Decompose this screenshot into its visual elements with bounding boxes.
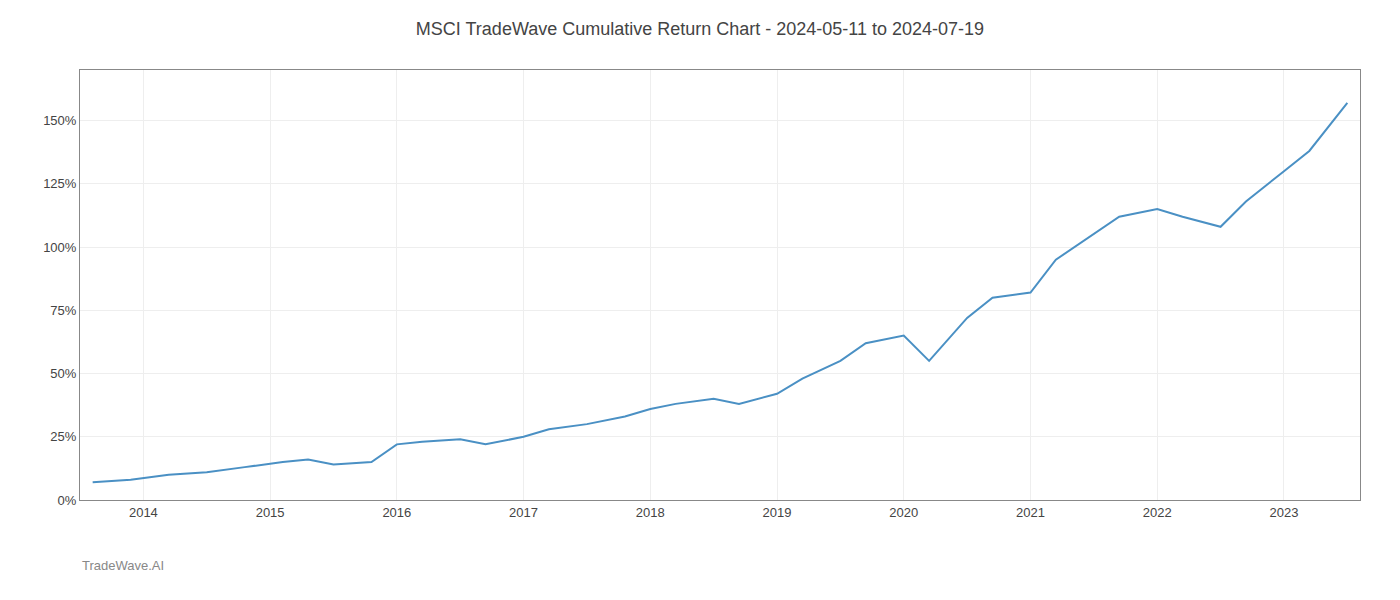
svg-text:2023: 2023 [1269,505,1298,520]
svg-text:2018: 2018 [636,505,665,520]
svg-text:2021: 2021 [1016,505,1045,520]
svg-text:2017: 2017 [509,505,538,520]
svg-text:75%: 75% [50,303,76,318]
svg-text:0%: 0% [58,493,77,508]
svg-text:2020: 2020 [889,505,918,520]
svg-text:2019: 2019 [763,505,792,520]
svg-text:25%: 25% [50,429,76,444]
svg-text:125%: 125% [43,176,77,191]
svg-text:MSCI TradeWave Cumulative Retu: MSCI TradeWave Cumulative Return Chart -… [416,19,984,39]
svg-text:50%: 50% [50,366,76,381]
svg-text:2014: 2014 [129,505,158,520]
svg-text:2015: 2015 [256,505,285,520]
svg-text:2022: 2022 [1143,505,1172,520]
svg-text:TradeWave.AI: TradeWave.AI [82,558,164,573]
svg-text:2016: 2016 [382,505,411,520]
svg-text:100%: 100% [43,240,77,255]
svg-text:150%: 150% [43,113,77,128]
